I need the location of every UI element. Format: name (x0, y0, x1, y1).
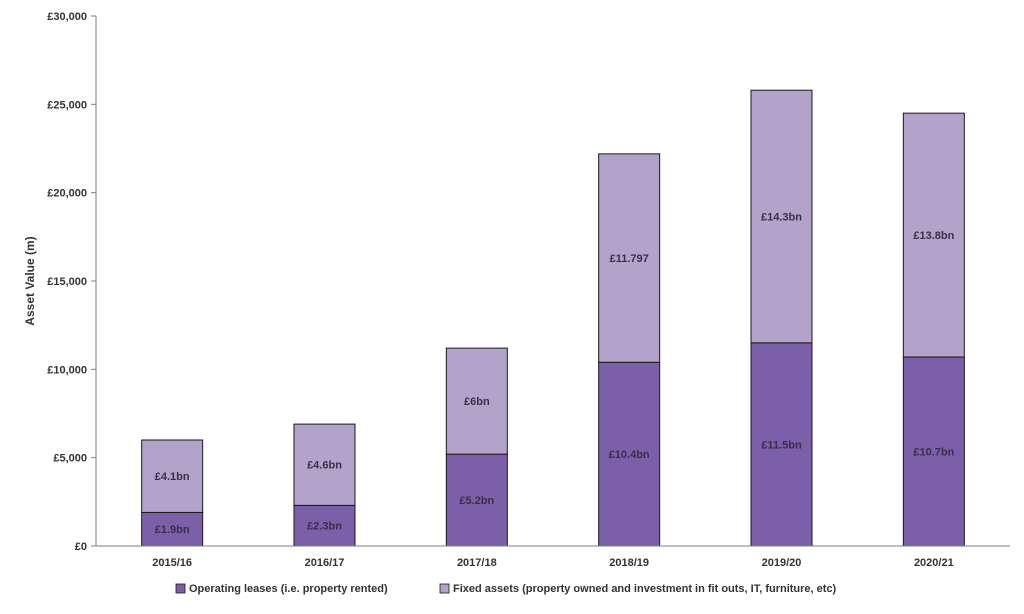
legend-label: Fixed assets (property owned and investm… (453, 583, 837, 595)
data-label: £4.1bn (155, 471, 190, 483)
x-tick-label: 2019/20 (762, 557, 802, 569)
y-tick-label: £10,000 (47, 364, 87, 376)
x-tick-label: 2020/21 (914, 557, 954, 569)
bar-segment-fixed-assets (902, 112, 965, 358)
y-tick-label: £20,000 (47, 188, 87, 200)
x-tick-label: 2016/17 (305, 557, 345, 569)
legend-swatch (175, 583, 186, 594)
bar-segment-fixed-assets (445, 347, 508, 455)
legend: Operating leases (i.e. property rented) F… (175, 583, 837, 595)
x-tick-label: 2015/16 (152, 557, 192, 569)
data-label: £11.5bn (761, 439, 802, 451)
bar-segment-operating-leases (141, 511, 204, 547)
bar-segment-fixed-assets (598, 153, 661, 363)
bar-segment-fixed-assets (293, 423, 356, 506)
bar-segment-fixed-assets (750, 89, 813, 344)
data-label: £5.2bn (459, 495, 494, 507)
y-axis-label: Asset Value (m) (23, 236, 37, 325)
data-label: £6bn (464, 396, 490, 408)
bar-segment-fixed-assets (141, 439, 204, 513)
data-label: £10.7bn (913, 446, 954, 458)
data-label: £1.9bn (155, 524, 190, 536)
y-tick-label: £30,000 (47, 11, 87, 23)
bars: £1.9bn £4.1bn £2.3bn £4.6bn £5.2bn £6bn £10.4b… (141, 89, 965, 547)
x-axis: 2015/16 2016/17 2017/18 2018/19 2019/20 2020/… (96, 545, 1010, 569)
y-tick-label: £25,000 (47, 99, 87, 111)
y-tick-label: £0 (75, 541, 87, 553)
y-tick-label: £15,000 (47, 276, 87, 288)
legend-label: Operating leases (i.e. property rented) (189, 583, 388, 595)
data-label: £14.3bn (761, 212, 802, 224)
x-tick-label: 2018/19 (609, 557, 649, 569)
bar-segment-operating-leases (902, 356, 965, 547)
bar-segment-operating-leases (293, 504, 356, 547)
y-tick-label: £5,000 (53, 453, 87, 465)
bar-segment-operating-leases (445, 453, 508, 547)
x-tick-label: 2017/18 (457, 557, 497, 569)
legend-swatch (439, 583, 450, 594)
data-label: £4.6bn (307, 460, 342, 472)
data-label: £13.8bn (913, 230, 954, 242)
data-label: £10.4bn (609, 449, 650, 461)
data-label: £11.797 (610, 253, 649, 265)
y-axis: £0 £5,000 £10,000 £15,000 £20,000 £25,000 £30,… (47, 11, 97, 553)
data-label: £2.3bn (307, 521, 342, 533)
